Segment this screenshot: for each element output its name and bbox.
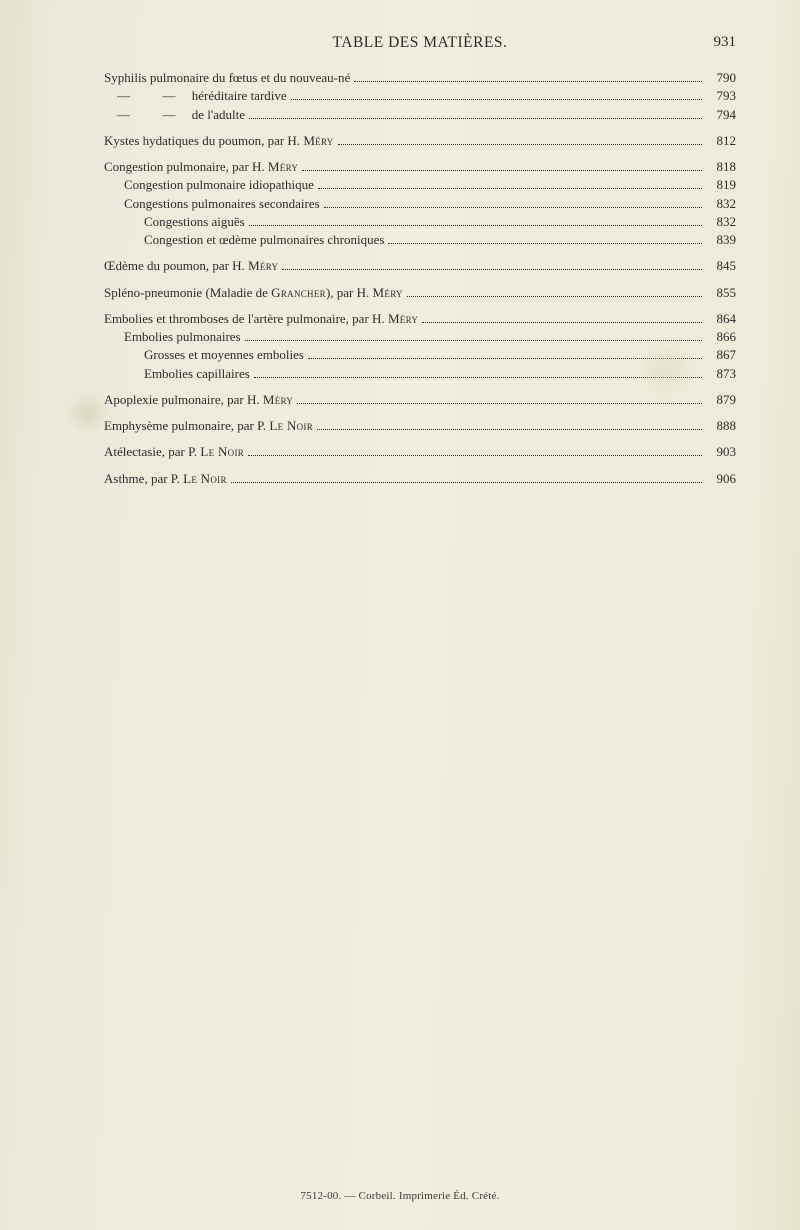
toc-entry-label: Embolies pulmonaires	[124, 329, 241, 345]
page-header: TABLE DES MATIÈRES. 931	[104, 34, 736, 52]
dot-leader	[249, 225, 702, 226]
dot-leader	[422, 322, 702, 323]
toc-entry-page: 832	[706, 196, 736, 212]
toc-entry-page: 794	[706, 107, 736, 123]
dot-leader	[254, 377, 702, 378]
dot-leader	[308, 358, 702, 359]
dot-leader	[338, 144, 702, 145]
toc-entry-label: Embolies capillaires	[144, 366, 250, 382]
page-title: TABLE DES MATIÈRES.	[333, 34, 508, 52]
toc-group: Apoplexie pulmonaire, par H. Méry 879	[104, 392, 736, 408]
toc-entry-label: Congestions pulmonaires secondaires	[124, 196, 320, 212]
toc-entry-label: Embolies et thromboses de l'artère pulmo…	[104, 311, 418, 327]
toc-entry: Congestions pulmonaires secondaires 832	[104, 196, 736, 212]
dot-leader	[388, 243, 702, 244]
toc-entry-label: Emphysème pulmonaire, par P. Le Noir	[104, 418, 313, 434]
toc-group: Emphysème pulmonaire, par P. Le Noir 888	[104, 418, 736, 434]
toc-entry-page: 879	[706, 392, 736, 408]
toc-entry-label: Spléno-pneumonie (Maladie de Grancher), …	[104, 285, 403, 301]
toc-group: Œdème du poumon, par H. Méry 845	[104, 258, 736, 274]
toc-entry-page: 819	[706, 177, 736, 193]
dot-leader	[231, 482, 702, 483]
dot-leader	[317, 429, 702, 430]
toc-entry-page: 812	[706, 133, 736, 149]
dot-leader	[407, 296, 702, 297]
toc-entry: Embolies et thromboses de l'artère pulmo…	[104, 311, 736, 327]
dot-leader	[324, 207, 702, 208]
toc-entry: Kystes hydatiques du poumon, par H. Méry…	[104, 133, 736, 149]
toc-entry-label: Congestion et œdème pulmonaires chroniqu…	[144, 232, 384, 248]
toc-entry-page: 866	[706, 329, 736, 345]
toc-group: Asthme, par P. Le Noir 906	[104, 471, 736, 487]
dot-leader	[248, 455, 702, 456]
toc-group: Syphilis pulmonaire du fœtus et du nouve…	[104, 70, 736, 123]
toc-group: Congestion pulmonaire, par H. Méry818Con…	[104, 159, 736, 248]
toc-entry-page: 864	[706, 311, 736, 327]
dot-leader	[354, 81, 702, 82]
toc-entry-label: Œdème du poumon, par H. Méry	[104, 258, 278, 274]
toc-group: Embolies et thromboses de l'artère pulmo…	[104, 311, 736, 382]
dot-leader	[318, 188, 702, 189]
toc-entry-page: 793	[706, 88, 736, 104]
toc-entry-label: — — de l'adulte	[104, 107, 245, 123]
toc-entry: — — de l'adulte 794	[104, 107, 736, 123]
dot-leader	[282, 269, 702, 270]
toc-entry: — — héréditaire tardive 793	[104, 88, 736, 104]
toc-entry-page: 790	[706, 70, 736, 86]
toc-entry: Congestion pulmonaire idiopathique 819	[104, 177, 736, 193]
dot-leader	[245, 340, 702, 341]
dot-leader	[302, 170, 702, 171]
toc-entry-page: 903	[706, 444, 736, 460]
toc-entry-label: Congestions aiguës	[144, 214, 245, 230]
toc-entry-page: 906	[706, 471, 736, 487]
toc-entry-label: Grosses et moyennes embolies	[144, 347, 304, 363]
toc-entry-label: Syphilis pulmonaire du fœtus et du nouve…	[104, 70, 350, 86]
toc-entry: Asthme, par P. Le Noir 906	[104, 471, 736, 487]
toc-entry: Emphysème pulmonaire, par P. Le Noir 888	[104, 418, 736, 434]
toc-entry: Grosses et moyennes embolies 867	[104, 347, 736, 363]
toc-entry-page: 818	[706, 159, 736, 175]
toc-group: Spléno-pneumonie (Maladie de Grancher), …	[104, 285, 736, 301]
paper-stain	[68, 390, 108, 436]
page-number: 931	[714, 34, 737, 51]
toc-entry-page: 839	[706, 232, 736, 248]
toc-group: Kystes hydatiques du poumon, par H. Méry…	[104, 133, 736, 149]
toc-entry: Embolies pulmonaires 866	[104, 329, 736, 345]
toc-entry: Embolies capillaires 873	[104, 366, 736, 382]
toc-entry-label: Atélectasie, par P. Le Noir	[104, 444, 244, 460]
toc-entry: Atélectasie, par P. Le Noir 903	[104, 444, 736, 460]
toc-entry: Spléno-pneumonie (Maladie de Grancher), …	[104, 285, 736, 301]
page-root: TABLE DES MATIÈRES. 931 Syphilis pulmona…	[0, 0, 800, 1230]
toc-entry: Œdème du poumon, par H. Méry 845	[104, 258, 736, 274]
dot-leader	[297, 403, 702, 404]
toc-entry-label: Apoplexie pulmonaire, par H. Méry	[104, 392, 293, 408]
toc-entry: Congestion pulmonaire, par H. Méry 818	[104, 159, 736, 175]
toc-entry-label: Kystes hydatiques du poumon, par H. Méry	[104, 133, 334, 149]
toc-entry-page: 845	[706, 258, 736, 274]
toc-entry-label: Congestion pulmonaire idiopathique	[124, 177, 314, 193]
toc-entry-page: 873	[706, 366, 736, 382]
toc-entry: Congestions aiguës 832	[104, 214, 736, 230]
dot-leader	[291, 99, 702, 100]
toc-entry-page: 888	[706, 418, 736, 434]
toc-entry-label: — — héréditaire tardive	[104, 88, 287, 104]
toc-entry-label: Congestion pulmonaire, par H. Méry	[104, 159, 298, 175]
toc-entry: Apoplexie pulmonaire, par H. Méry 879	[104, 392, 736, 408]
toc-entry-label: Asthme, par P. Le Noir	[104, 471, 227, 487]
toc-entry: Syphilis pulmonaire du fœtus et du nouve…	[104, 70, 736, 86]
toc-entry-page: 855	[706, 285, 736, 301]
table-of-contents: Syphilis pulmonaire du fœtus et du nouve…	[104, 70, 736, 487]
toc-entry: Congestion et œdème pulmonaires chroniqu…	[104, 232, 736, 248]
toc-group: Atélectasie, par P. Le Noir 903	[104, 444, 736, 460]
imprint-footer: 7512-00. — Corbeil. Imprimerie Éd. Crété…	[0, 1190, 800, 1202]
toc-entry-page: 832	[706, 214, 736, 230]
toc-entry-page: 867	[706, 347, 736, 363]
dot-leader	[249, 118, 702, 119]
